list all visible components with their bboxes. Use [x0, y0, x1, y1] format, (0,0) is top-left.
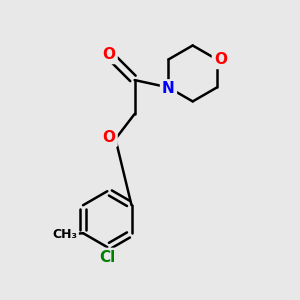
Text: CH₃: CH₃ — [52, 228, 77, 241]
Text: O: O — [103, 47, 116, 62]
Text: Cl: Cl — [99, 250, 116, 265]
Text: O: O — [103, 130, 116, 145]
Text: O: O — [214, 52, 227, 67]
Text: N: N — [162, 81, 175, 96]
